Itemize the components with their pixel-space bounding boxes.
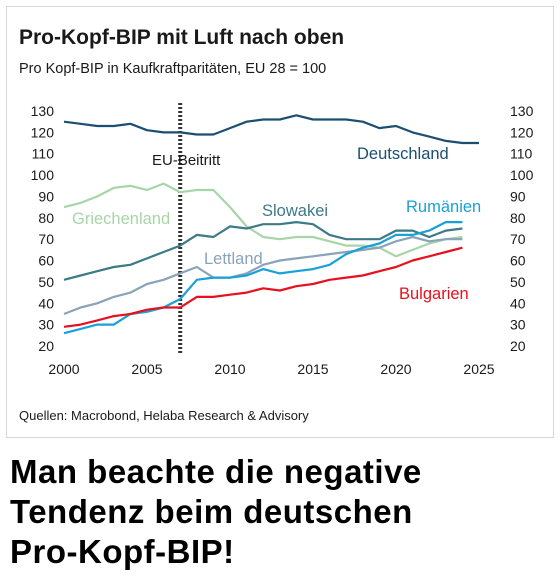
y-tick-label-left: 30 xyxy=(38,317,54,333)
y-tick-label-left: 120 xyxy=(31,124,55,140)
y-tick-label-left: 130 xyxy=(31,103,55,119)
caption-line-3: Pro-Kopf-BIP! xyxy=(10,533,235,570)
series-line-griechenland xyxy=(63,182,463,258)
series-label-griechenland: Griechenland xyxy=(72,210,170,228)
eu-accession-label: EU-Beitritt xyxy=(152,152,221,169)
y-tick-label-right: 130 xyxy=(510,103,534,119)
series-label-rumänien: Rumänien xyxy=(406,198,481,216)
chart-title: Pro-Kopf-BIP mit Luft nach oben xyxy=(19,26,345,49)
y-tick-label-left: 110 xyxy=(32,146,55,162)
y-tick-label-right: 120 xyxy=(510,124,534,140)
series-label-lettland: Lettland xyxy=(204,250,263,268)
y-tick-label-left: 40 xyxy=(38,295,54,311)
series-line-bulgarien xyxy=(63,246,463,328)
caption-line-2: Tendenz beim deutschen xyxy=(10,493,413,530)
chart-card xyxy=(6,6,554,438)
y-tick-label-right: 60 xyxy=(510,253,526,269)
y-tick-label-right: 110 xyxy=(510,146,533,162)
caption-line-1: Man beachte die negative xyxy=(10,453,422,490)
y-tick-label-left: 70 xyxy=(38,231,54,247)
y-tick-label-left: 90 xyxy=(38,188,54,204)
y-tick-label-left: 60 xyxy=(38,253,54,269)
y-tick-label-right: 80 xyxy=(510,210,526,226)
series-line-deutschland xyxy=(63,114,479,145)
y-tick-label-right: 50 xyxy=(510,274,526,290)
y-tick-label-left: 80 xyxy=(38,210,54,226)
series-label-slowakei: Slowakei xyxy=(262,202,328,220)
y-tick-label-right: 70 xyxy=(510,231,526,247)
y-tick-label-right: 90 xyxy=(510,188,526,204)
x-tick-label: 2000 xyxy=(48,361,79,377)
series-line-slowakei xyxy=(63,221,463,281)
x-tick-label: 2025 xyxy=(463,361,494,377)
y-tick-label-left: 100 xyxy=(31,167,55,183)
y-tick-label-right: 100 xyxy=(510,167,534,183)
y-tick-label-right: 20 xyxy=(510,338,526,354)
x-tick-label: 2015 xyxy=(297,361,328,377)
chart-subtitle: Pro Kopf-BIP in Kaufkraftparitäten, EU 2… xyxy=(19,61,327,77)
chart-source: Quellen: Macrobond, Helaba Research & Ad… xyxy=(19,408,309,423)
x-tick-label: 2005 xyxy=(131,361,162,377)
x-tick-label: 2010 xyxy=(214,361,245,377)
series-label-bulgarien: Bulgarien xyxy=(399,285,469,303)
y-tick-label-left: 20 xyxy=(38,338,54,354)
series-line-lettland xyxy=(63,235,463,316)
y-tick-label-left: 50 xyxy=(38,274,54,290)
caption-text: Man beachte die negative Tendenz beim de… xyxy=(10,452,422,572)
y-tick-label-right: 40 xyxy=(510,295,526,311)
x-tick-label: 2020 xyxy=(380,361,411,377)
y-tick-label-right: 30 xyxy=(510,317,526,333)
series-label-deutschland: Deutschland xyxy=(357,145,449,163)
